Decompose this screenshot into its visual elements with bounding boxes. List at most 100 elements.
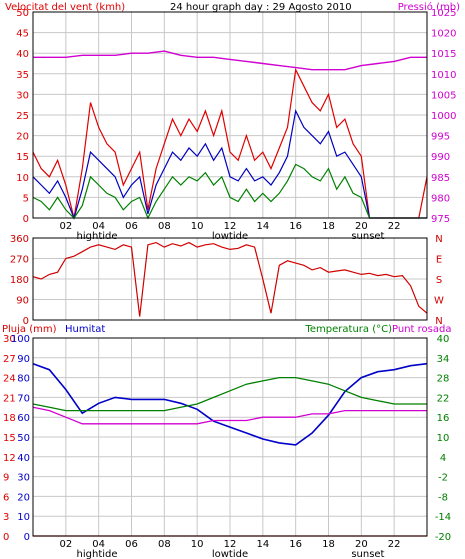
rain-axis-label: Pluja (mm) [2,324,57,335]
humidity-y-tick-60: 60 [17,413,30,424]
temperature-y-tick--8: -8 [438,492,448,503]
wind-annotation-sunset: sunset [351,231,384,242]
axis-labels: 0510152025303540455097598098599099510001… [3,8,456,559]
humidity-y-tick-0: 0 [24,532,30,543]
climate-annotation-lowtide: lowtide [212,549,248,559]
humidity-y-tick-50: 50 [17,433,30,444]
pressure-y-tick-1000: 1000 [431,111,456,122]
climate-x-tick-18: 18 [322,539,335,550]
pressure-y-tick-975: 975 [431,214,450,225]
humidity-y-tick-90: 90 [17,354,30,365]
climate-chart-frame [32,337,428,537]
wind-avg-series [32,109,427,220]
humidity-axis-label: Humitat [65,324,105,335]
climate-x-tick-04: 04 [92,539,105,550]
direction-y-tick-0: 0 [23,316,29,327]
dewpoint-series [32,406,427,425]
rain-y-tick-27: 27 [3,354,16,365]
climate-x-tick-10: 10 [191,539,204,550]
wind-y-tick-45: 45 [16,29,29,40]
wind-y-tick-10: 10 [16,173,29,184]
rain-y-tick-18: 18 [3,413,16,424]
wind-y-tick-0: 0 [23,214,29,225]
humidity-series [32,362,428,446]
wind-y-tick-20: 20 [16,132,29,143]
wind-max-series [32,67,428,219]
wind-x-tick-20: 20 [355,221,368,232]
direction-y-tick-180: 180 [10,275,29,286]
pressure-y-tick-980: 980 [431,193,450,204]
wind-annotation-lowtide: lowtide [212,231,248,242]
dewpoint-axis-label: Punt rosada [392,324,451,335]
humidity-y-tick-40: 40 [17,453,30,464]
wind-x-tick-10: 10 [191,221,204,232]
pressure-y-tick-995: 995 [431,132,450,143]
wind-annotation-hightide: hightide [77,231,118,242]
wind-x-tick-16: 16 [289,221,302,232]
climate-x-tick-02: 02 [59,539,72,550]
compass-label-2: S [436,275,442,286]
wind-x-tick-04: 04 [92,221,105,232]
wind-x-tick-14: 14 [256,221,269,232]
wind-y-tick-35: 35 [16,70,29,81]
wind-x-tick-08: 08 [158,221,171,232]
pressure-y-tick-1020: 1020 [431,29,456,40]
wind-min-series [32,163,427,220]
temperature-y-tick-34: 34 [437,354,450,365]
temperature-y-tick-16: 16 [437,413,450,424]
direction-series [32,241,428,317]
humidity-y-tick-80: 80 [17,374,30,385]
wind-x-tick-18: 18 [322,221,335,232]
compass-label-4: N [435,316,442,327]
pressure-y-tick-1025: 1025 [431,8,456,19]
temperature-y-tick-40: 40 [437,334,450,345]
rain-y-tick-0: 0 [3,532,9,543]
compass-label-1: E [436,255,442,266]
wind-y-tick-5: 5 [23,193,29,204]
wind-chart-frame [32,11,428,219]
humidity-y-tick-20: 20 [17,492,30,503]
climate-x-tick-22: 22 [388,539,401,550]
compass-label-0: N [435,234,442,245]
rain-y-tick-30: 30 [3,334,16,345]
pressure-y-tick-1005: 1005 [431,90,456,101]
wind-axis-label: Velocitat del vent (kmh) [5,2,125,13]
pressure-y-tick-1010: 1010 [431,70,456,81]
temperature-y-tick-10: 10 [437,433,450,444]
direction-y-tick-90: 90 [16,296,29,307]
climate-x-tick-12: 12 [224,539,237,550]
temperature-y-tick-22: 22 [437,393,450,404]
wind-y-tick-40: 40 [16,49,29,60]
climate-annotation-hightide: hightide [77,549,118,559]
rain-y-tick-12: 12 [3,453,16,464]
pressure-y-tick-990: 990 [431,152,450,163]
rain-y-tick-6: 6 [3,492,9,503]
temperature-y-tick-28: 28 [437,374,450,385]
humidity-y-tick-70: 70 [17,393,30,404]
wind-x-tick-02: 02 [59,221,72,232]
plot-series [32,50,428,537]
compass-label-3: W [434,296,444,307]
rain-y-tick-3: 3 [3,512,9,523]
temperature-series [32,376,427,412]
temperature-y-tick--14: -14 [435,512,451,523]
pressure-y-tick-985: 985 [431,173,450,184]
temperature-y-tick-4: 4 [440,453,446,464]
humidity-y-tick-30: 30 [17,473,30,484]
wind-x-tick-12: 12 [224,221,237,232]
humidity-y-tick-100: 100 [11,334,30,345]
climate-annotation-sunset: sunset [351,549,384,559]
wind-y-tick-30: 30 [16,90,29,101]
wind-y-tick-25: 25 [16,111,29,122]
pressure-y-tick-1015: 1015 [431,49,456,60]
wind-y-tick-50: 50 [16,8,29,19]
temperature-y-tick--20: -20 [435,532,451,543]
direction-y-tick-360: 360 [10,234,29,245]
wind-x-tick-22: 22 [388,221,401,232]
pressure-axis-label: Pressió (mb) [398,1,460,13]
chart-title: 24 hour graph day : 29 Agosto 2010 [170,2,352,13]
direction-chart-frame [32,237,428,321]
humidity-y-tick-10: 10 [17,512,30,523]
climate-x-tick-14: 14 [256,539,269,550]
